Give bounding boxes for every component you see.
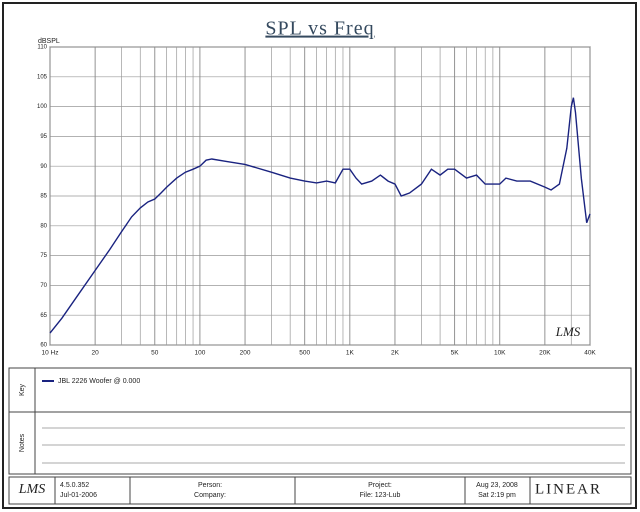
x-tick-label: 100 (194, 350, 205, 357)
y-tick-label: 110 (37, 45, 47, 51)
notes-lines (42, 427, 625, 464)
project: Project: (368, 482, 392, 489)
company: Company: (194, 492, 226, 499)
time: Sat 2:19 pm (478, 492, 516, 499)
date: Aug 23, 2008 (476, 482, 518, 489)
y-tick-label: 105 (37, 74, 48, 80)
x-tick-label: 10K (494, 350, 506, 357)
x-tick-label: 20K (539, 350, 551, 357)
notes-label: Notes (19, 433, 26, 452)
y-tick-label: 100 (37, 104, 48, 110)
lower-panel (8, 367, 632, 475)
brand: LINEAR (535, 481, 602, 497)
version-date: Jul-01-2006 (60, 492, 97, 499)
footer (8, 476, 632, 505)
file: File: 123-Lub (360, 492, 401, 499)
y-tick-label: 80 (40, 223, 47, 229)
y-tick-label: 70 (40, 283, 47, 289)
y-tick-label: 90 (40, 164, 47, 170)
x-tick-label: 5K (451, 350, 460, 357)
footer-dividers (54, 477, 531, 504)
x-tick-label: 20 (92, 350, 100, 357)
x-tick-label: 500 (299, 350, 310, 357)
key-label: Key (19, 383, 26, 396)
x-tick-label: 50 (151, 350, 159, 357)
y-axis-label: dBSPL (38, 38, 60, 45)
watermark: LMS (555, 324, 581, 339)
legend-entry: JBL 2226 Woofer @ 0.000 (58, 378, 140, 385)
data-line (49, 97, 591, 334)
x-tick-label: 1K (346, 350, 355, 357)
chart-title: SPL vs Freq (265, 18, 374, 40)
x-tick-label: 40K (584, 350, 596, 357)
y-tick-label: 95 (40, 134, 47, 140)
y-tick-label: 85 (40, 194, 47, 200)
x-tick-label: 10 Hz (42, 350, 59, 357)
y-tick-label: 60 (40, 343, 47, 349)
version: 4.5.0.352 (60, 482, 89, 489)
x-tick-label: 2K (391, 350, 400, 357)
x-tick-label: 200 (240, 350, 251, 357)
y-tick-label: 75 (40, 253, 47, 259)
person: Person: (198, 482, 222, 489)
logo: LMS (18, 482, 45, 497)
y-tick-label: 65 (40, 313, 47, 319)
